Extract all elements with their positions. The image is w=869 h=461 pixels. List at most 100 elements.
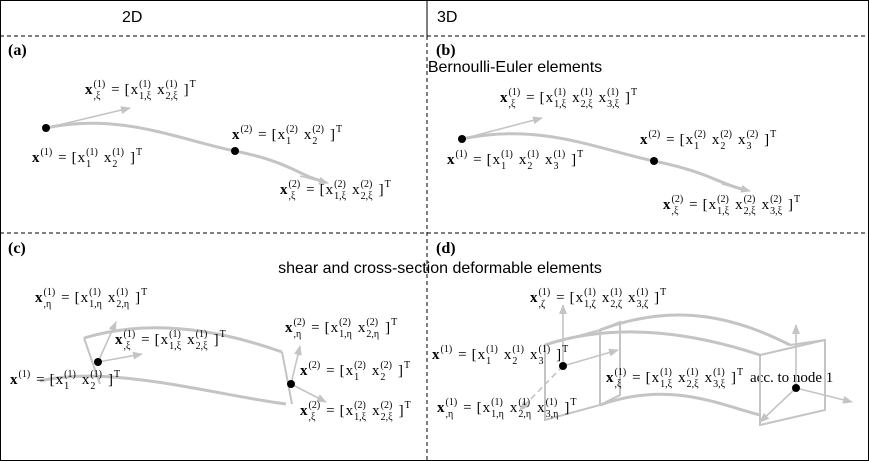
row-title: shear and cross-section deformable eleme… bbox=[278, 260, 602, 277]
symbol: [ bbox=[340, 363, 345, 379]
symbol: [ bbox=[487, 152, 492, 168]
superscript: T bbox=[737, 367, 743, 378]
column-header: 2D bbox=[122, 9, 142, 26]
subscript: 1 bbox=[354, 372, 359, 383]
symbol: = bbox=[111, 82, 119, 98]
superscript: (2) bbox=[354, 360, 366, 371]
symbol: = bbox=[61, 290, 69, 306]
symbol: [ bbox=[472, 347, 477, 363]
math-base: x bbox=[331, 320, 339, 336]
math-base: x bbox=[606, 370, 614, 386]
superscript: (1) bbox=[486, 344, 498, 355]
subscript: 2 bbox=[720, 141, 725, 152]
math-base: x bbox=[285, 320, 293, 336]
math-base: x bbox=[500, 90, 508, 106]
subscript: 2,η bbox=[366, 329, 379, 340]
superscript: T bbox=[660, 287, 666, 298]
panel-label: (c) bbox=[8, 240, 26, 257]
superscript: (2) bbox=[361, 179, 373, 190]
subscript: 1,ξ bbox=[660, 379, 673, 390]
symbol: = bbox=[306, 182, 314, 198]
subscript: 2 bbox=[527, 161, 532, 172]
superscript: (2) bbox=[770, 194, 782, 205]
superscript: (1) bbox=[456, 149, 468, 160]
math-base: x bbox=[280, 182, 288, 198]
superscript: T bbox=[385, 179, 391, 190]
symbol: = bbox=[58, 150, 66, 166]
superscript: (2) bbox=[294, 317, 306, 328]
subscript: ,ξ bbox=[94, 91, 102, 102]
subscript: 1 bbox=[286, 136, 291, 147]
subscript: 1 bbox=[694, 141, 699, 152]
math-base: x bbox=[576, 290, 584, 306]
superscript: (1) bbox=[139, 79, 151, 90]
subscript: 3,η bbox=[546, 409, 559, 420]
math-base: ] bbox=[731, 370, 736, 386]
math-base: x bbox=[300, 403, 308, 419]
subscript: 2 bbox=[90, 381, 95, 392]
symbol: = bbox=[666, 132, 674, 148]
subscript: 2,ξ bbox=[361, 191, 374, 202]
subscript: 2,ξ bbox=[166, 91, 179, 102]
subscript: 2,ξ bbox=[381, 412, 394, 423]
superscript: (1) bbox=[553, 149, 565, 160]
panel-label: (b) bbox=[436, 42, 456, 59]
symbol: [ bbox=[325, 320, 330, 336]
math-base: x bbox=[686, 132, 694, 148]
superscript: (1) bbox=[116, 287, 128, 298]
superscript: T bbox=[405, 400, 411, 411]
symbol: [ bbox=[272, 127, 277, 143]
subscript: 1,η bbox=[339, 329, 352, 340]
superscript: (2) bbox=[309, 360, 321, 371]
math-base: x bbox=[530, 290, 538, 306]
superscript: T bbox=[190, 79, 196, 90]
superscript: (1) bbox=[491, 397, 503, 408]
subscript: 1 bbox=[86, 159, 91, 170]
math-base: ] bbox=[556, 347, 561, 363]
math-base: x bbox=[82, 372, 90, 388]
math-base: x bbox=[131, 82, 139, 98]
math-base: ] bbox=[385, 320, 390, 336]
superscript: (1) bbox=[19, 369, 31, 380]
subscript: 3,ξ bbox=[713, 379, 726, 390]
subscript: 2,ζ bbox=[610, 299, 622, 310]
superscript: (2) bbox=[309, 400, 321, 411]
subscript: 2,ξ bbox=[581, 99, 594, 110]
subscript: 2,ξ bbox=[196, 341, 209, 352]
symbol: [ bbox=[155, 332, 160, 348]
math-base: x bbox=[709, 197, 717, 213]
symbol: [ bbox=[72, 150, 77, 166]
symbol: [ bbox=[477, 400, 482, 416]
superscript: (1) bbox=[660, 367, 672, 378]
symbol: = bbox=[632, 370, 640, 386]
math-base: x bbox=[537, 400, 545, 416]
symbol: = bbox=[258, 127, 266, 143]
subscript: 2 bbox=[312, 136, 317, 147]
superscript: (1) bbox=[546, 397, 558, 408]
column-header: 3D bbox=[437, 9, 457, 26]
superscript: (1) bbox=[538, 344, 550, 355]
math-base: x bbox=[300, 363, 308, 379]
subscript: 1 bbox=[501, 161, 506, 172]
math-base: x bbox=[372, 403, 380, 419]
superscript: (1) bbox=[518, 397, 530, 408]
math-base: ] bbox=[379, 182, 384, 198]
symbol: = bbox=[556, 290, 564, 306]
math-base: x bbox=[232, 127, 240, 143]
subscript: 3,ζ bbox=[636, 299, 648, 310]
subscript: ,ζ bbox=[539, 299, 546, 310]
panel-label: (a) bbox=[8, 42, 27, 59]
symbol: [ bbox=[320, 182, 325, 198]
panel-label: (d) bbox=[436, 240, 456, 257]
symbol: = bbox=[141, 332, 149, 348]
math-base: x bbox=[640, 132, 648, 148]
superscript: (1) bbox=[636, 287, 648, 298]
superscript: (1) bbox=[446, 397, 458, 408]
superscript: (1) bbox=[509, 87, 521, 98]
superscript: (1) bbox=[166, 79, 178, 90]
superscript: (1) bbox=[441, 344, 453, 355]
math-base: x bbox=[762, 197, 770, 213]
symbol: = bbox=[463, 400, 471, 416]
superscript: (2) bbox=[366, 317, 378, 328]
subscript: 3,ξ bbox=[770, 206, 783, 217]
